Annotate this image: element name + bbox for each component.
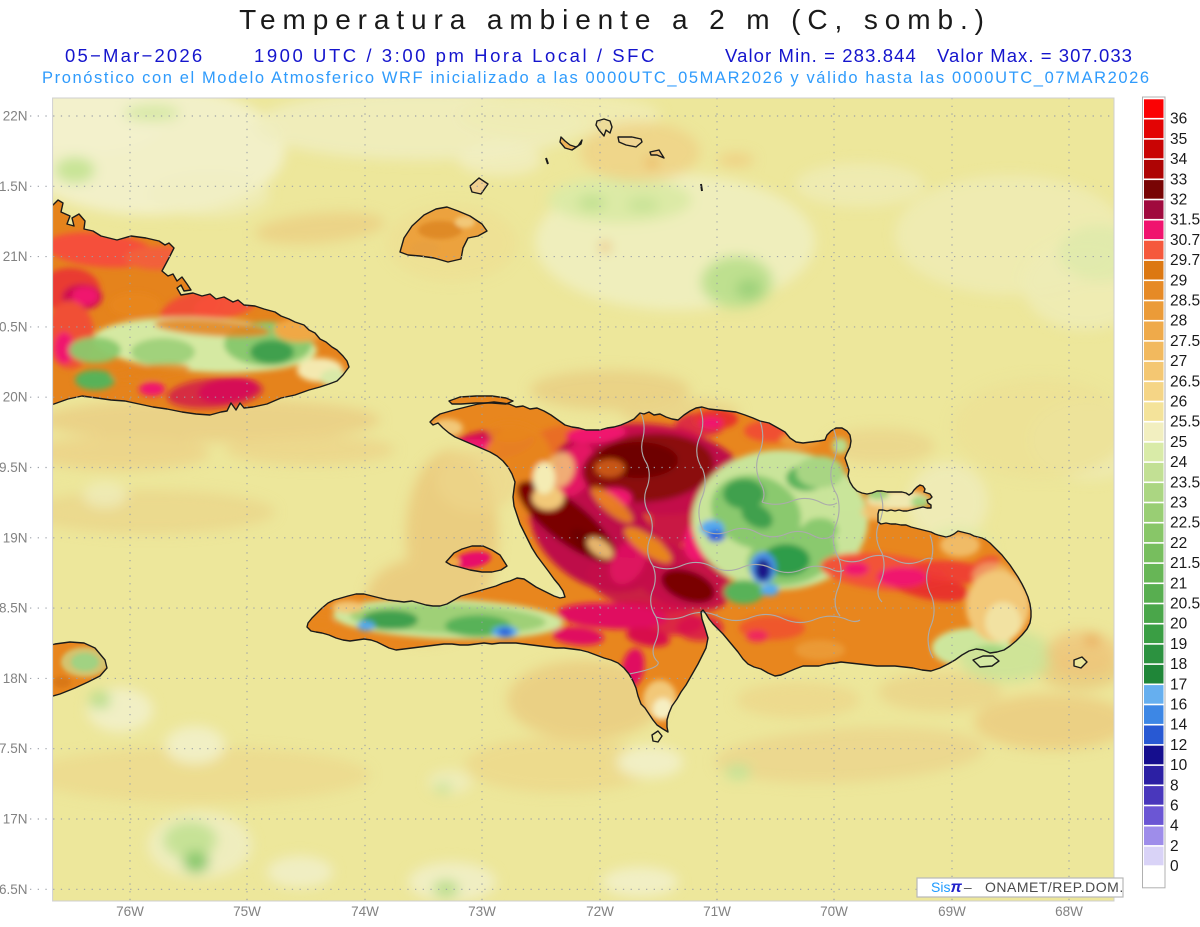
svg-text:ONAMET/REP.DOM.: ONAMET/REP.DOM. xyxy=(985,879,1124,895)
svg-text:05−Mar−2026: 05−Mar−2026 xyxy=(65,45,204,66)
svg-text:28.5: 28.5 xyxy=(1170,293,1200,310)
svg-text:72W: 72W xyxy=(586,904,614,919)
svg-text:69W: 69W xyxy=(938,904,966,919)
svg-text:21N: 21N xyxy=(3,249,28,264)
svg-text:7.5N: 7.5N xyxy=(0,741,28,756)
svg-text:19: 19 xyxy=(1170,636,1187,653)
svg-text:25: 25 xyxy=(1170,434,1187,451)
svg-text:Temperatura ambiente a 2 m (C,: Temperatura ambiente a 2 m (C, somb.) xyxy=(239,4,991,35)
svg-text:6.5N: 6.5N xyxy=(0,882,28,897)
svg-text:26: 26 xyxy=(1170,394,1187,411)
svg-text:Valor Max. = 307.033: Valor Max. = 307.033 xyxy=(937,45,1133,66)
svg-text:24: 24 xyxy=(1170,454,1188,471)
svg-text:9.5N: 9.5N xyxy=(0,460,28,475)
svg-text:73W: 73W xyxy=(468,904,496,919)
svg-text:27: 27 xyxy=(1170,353,1187,370)
svg-text:35: 35 xyxy=(1170,131,1187,148)
svg-text:18: 18 xyxy=(1170,656,1187,673)
svg-text:68W: 68W xyxy=(1055,904,1083,919)
svg-text:1.5N: 1.5N xyxy=(0,179,28,194)
svg-text:4: 4 xyxy=(1170,818,1179,835)
svg-text:26.5: 26.5 xyxy=(1170,373,1200,390)
svg-text:8: 8 xyxy=(1170,777,1179,794)
svg-text:23.5: 23.5 xyxy=(1170,474,1200,491)
svg-text:20N: 20N xyxy=(3,390,28,405)
svg-text:34: 34 xyxy=(1170,151,1188,168)
svg-text:0.5N: 0.5N xyxy=(0,319,28,334)
svg-text:31.5: 31.5 xyxy=(1170,212,1200,229)
svg-text:27.5: 27.5 xyxy=(1170,333,1200,350)
svg-text:29: 29 xyxy=(1170,272,1187,289)
svg-text:23: 23 xyxy=(1170,495,1187,512)
svg-text:28: 28 xyxy=(1170,313,1187,330)
svg-text:75W: 75W xyxy=(233,904,261,919)
svg-text:74W: 74W xyxy=(351,904,379,919)
svg-text:22.5: 22.5 xyxy=(1170,515,1200,532)
svg-text:22N: 22N xyxy=(3,109,28,124)
svg-text:20: 20 xyxy=(1170,616,1188,633)
svg-text:32: 32 xyxy=(1170,192,1187,209)
svg-text:17N: 17N xyxy=(3,812,28,827)
svg-text:Valor Min. = 283.844: Valor Min. = 283.844 xyxy=(725,45,917,66)
svg-text:21: 21 xyxy=(1170,575,1187,592)
svg-text:0: 0 xyxy=(1170,858,1179,875)
svg-text:19N: 19N xyxy=(3,530,28,545)
svg-text:Sisπ–: Sisπ – xyxy=(931,879,972,896)
svg-text:71W: 71W xyxy=(703,904,731,919)
svg-text:20.5: 20.5 xyxy=(1170,596,1200,613)
svg-text:2: 2 xyxy=(1170,838,1179,855)
svg-text:30.7: 30.7 xyxy=(1170,232,1200,249)
svg-text:29.7: 29.7 xyxy=(1170,252,1200,269)
svg-text:Pronóstico con el Modelo Atmos: Pronóstico con el Modelo Atmosferico WRF… xyxy=(42,69,1151,87)
svg-text:18N: 18N xyxy=(3,671,28,686)
svg-text:12: 12 xyxy=(1170,737,1187,754)
svg-text:10: 10 xyxy=(1170,757,1188,774)
svg-text:6: 6 xyxy=(1170,798,1179,815)
svg-text:22: 22 xyxy=(1170,535,1187,552)
svg-text:8.5N: 8.5N xyxy=(0,601,28,616)
svg-text:36: 36 xyxy=(1170,111,1187,128)
svg-text:17: 17 xyxy=(1170,676,1187,693)
svg-text:76W: 76W xyxy=(116,904,144,919)
svg-text:25.5: 25.5 xyxy=(1170,414,1200,431)
svg-text:21.5: 21.5 xyxy=(1170,555,1200,572)
svg-text:33: 33 xyxy=(1170,171,1187,188)
svg-text:1900 UTC / 3:00 pm Hora Local: 1900 UTC / 3:00 pm Hora Local / SFC xyxy=(254,45,657,66)
svg-text:70W: 70W xyxy=(820,904,848,919)
svg-text:14: 14 xyxy=(1170,717,1188,734)
svg-text:16: 16 xyxy=(1170,697,1187,714)
